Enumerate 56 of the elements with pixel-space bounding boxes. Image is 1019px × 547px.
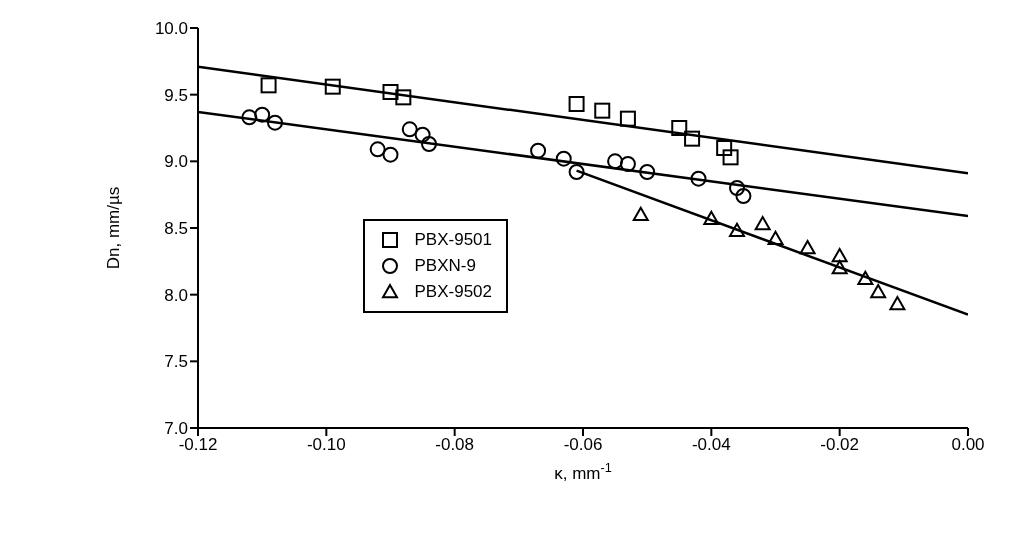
y-axis-title: Dn, mm/µs bbox=[104, 186, 124, 270]
point bbox=[754, 216, 771, 231]
point bbox=[568, 96, 585, 112]
point bbox=[857, 270, 874, 285]
y-tick-label: 10.0 bbox=[154, 19, 188, 39]
x-axis-title: κ, mm$^{-1}$ bbox=[554, 459, 612, 483]
point bbox=[632, 206, 649, 221]
point bbox=[395, 89, 412, 106]
point bbox=[382, 146, 399, 163]
point bbox=[684, 130, 701, 147]
point bbox=[735, 188, 752, 204]
point bbox=[799, 240, 816, 255]
x-tick-label: -0.04 bbox=[691, 435, 731, 455]
point bbox=[889, 296, 906, 311]
point bbox=[530, 142, 547, 159]
point bbox=[369, 141, 386, 158]
legend-label: PBXN-9 bbox=[414, 255, 476, 278]
point bbox=[722, 149, 739, 166]
point bbox=[729, 180, 745, 196]
y-tick-label: 9.0 bbox=[164, 152, 188, 172]
x-tick-label: -0.02 bbox=[820, 435, 860, 455]
point bbox=[324, 78, 341, 95]
point bbox=[831, 248, 848, 263]
y-tick-label: 9.5 bbox=[164, 85, 188, 105]
point bbox=[703, 210, 720, 225]
y-tick-label: 8.5 bbox=[164, 219, 188, 239]
point bbox=[831, 260, 848, 275]
point bbox=[414, 126, 431, 143]
y-tick-label: 7.5 bbox=[164, 352, 188, 372]
point bbox=[241, 109, 258, 126]
point bbox=[870, 284, 887, 299]
point bbox=[254, 106, 271, 123]
point bbox=[690, 170, 707, 187]
legend-label: PBX-9502 bbox=[414, 281, 492, 304]
x-tick-label: -0.08 bbox=[435, 435, 475, 455]
point bbox=[421, 136, 437, 152]
point bbox=[729, 222, 745, 237]
x-tick-label: -0.10 bbox=[306, 435, 346, 455]
point bbox=[767, 230, 784, 245]
point bbox=[671, 120, 688, 136]
point bbox=[267, 114, 283, 131]
point bbox=[555, 150, 572, 167]
legend-label: PBX-9501 bbox=[414, 229, 492, 252]
point bbox=[382, 84, 399, 100]
point bbox=[716, 140, 733, 156]
x-tick-label: 0.00 bbox=[951, 435, 985, 455]
point bbox=[619, 110, 636, 127]
point bbox=[260, 77, 277, 94]
point bbox=[639, 164, 656, 180]
point bbox=[568, 164, 585, 180]
y-tick-label: 8.0 bbox=[164, 285, 188, 305]
point bbox=[619, 156, 636, 172]
x-tick-label: -0.06 bbox=[563, 435, 603, 455]
point bbox=[594, 102, 611, 119]
point bbox=[401, 121, 418, 138]
point bbox=[607, 153, 624, 170]
